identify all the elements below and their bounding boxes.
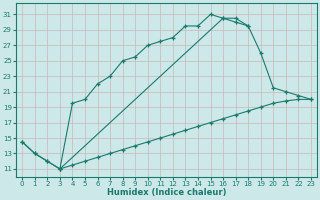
X-axis label: Humidex (Indice chaleur): Humidex (Indice chaleur) — [107, 188, 226, 197]
